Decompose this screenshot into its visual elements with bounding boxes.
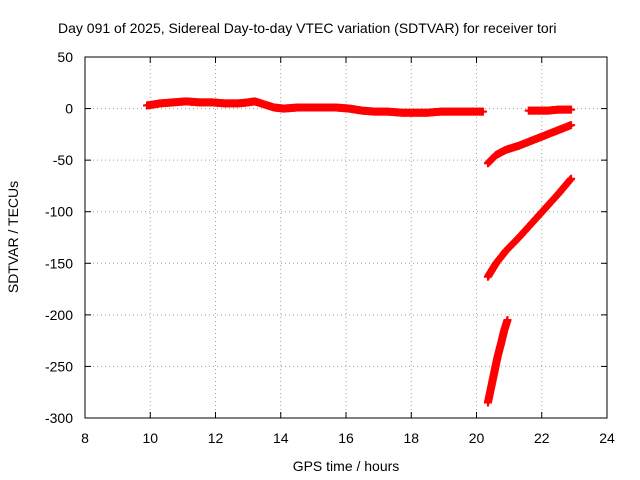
x-tick-label: 18 bbox=[403, 430, 419, 446]
axis-ticks bbox=[84, 56, 608, 419]
x-tick-label: 20 bbox=[469, 430, 485, 446]
data-series bbox=[483, 174, 576, 281]
y-axis-label: SDTVAR / TECUs bbox=[5, 181, 21, 293]
y-tick-label: -300 bbox=[45, 410, 73, 426]
data-series bbox=[524, 105, 576, 115]
x-axis-label: GPS time / hours bbox=[293, 458, 400, 474]
data-point bbox=[503, 316, 512, 325]
data-points bbox=[142, 97, 576, 407]
x-tick-label: 10 bbox=[142, 430, 158, 446]
data-series bbox=[483, 316, 512, 407]
y-tick-label: -200 bbox=[45, 307, 73, 323]
x-tick-label: 24 bbox=[599, 430, 615, 446]
x-tick-label: 22 bbox=[534, 430, 550, 446]
data-point bbox=[567, 105, 576, 114]
data-series bbox=[142, 97, 488, 117]
x-tick-labels: 8 10 12 14 16 18 20 22 24 bbox=[81, 430, 615, 446]
y-tick-label: -100 bbox=[45, 204, 73, 220]
y-tick-labels: -300 -250 -200 -150 -100 -50 0 50 bbox=[45, 49, 73, 426]
x-tick-label: 8 bbox=[81, 430, 89, 446]
y-tick-label: -50 bbox=[53, 152, 73, 168]
x-tick-label: 14 bbox=[273, 430, 289, 446]
y-tick-label: 0 bbox=[65, 101, 73, 117]
x-tick-label: 12 bbox=[208, 430, 224, 446]
y-tick-label: 50 bbox=[57, 49, 73, 65]
data-point bbox=[567, 121, 576, 130]
data-point bbox=[479, 107, 488, 116]
y-tick-label: -150 bbox=[45, 255, 73, 271]
y-tick-label: -250 bbox=[45, 358, 73, 374]
data-series bbox=[483, 121, 576, 168]
x-tick-label: 16 bbox=[338, 430, 354, 446]
data-point bbox=[567, 174, 576, 183]
chart-title: Day 091 of 2025, Sidereal Day-to-day VTE… bbox=[58, 20, 557, 36]
